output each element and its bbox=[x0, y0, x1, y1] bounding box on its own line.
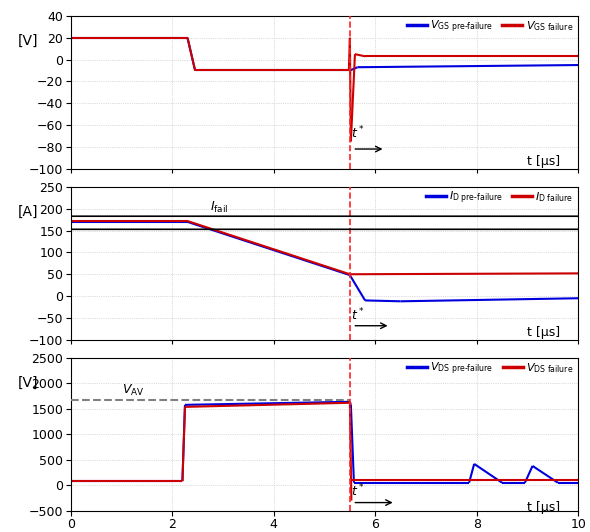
Text: [V]: [V] bbox=[17, 376, 38, 390]
Legend: $V_{\mathrm{GS\ pre\text{-}failure}}$, $V_{\mathrm{GS\ failure}}$: $V_{\mathrm{GS\ pre\text{-}failure}}$, $… bbox=[402, 14, 578, 39]
Text: $t^*$: $t^*$ bbox=[351, 483, 365, 500]
Text: $t^*$: $t^*$ bbox=[351, 306, 365, 323]
Text: t [μs]: t [μs] bbox=[527, 154, 560, 168]
Text: [A]: [A] bbox=[17, 205, 38, 219]
Text: t [μs]: t [μs] bbox=[527, 326, 560, 339]
Text: [V]: [V] bbox=[17, 34, 38, 48]
Text: $V_{\mathrm{AV}}$: $V_{\mathrm{AV}}$ bbox=[122, 383, 144, 398]
Legend: $V_{\mathrm{DS\ pre\text{-}failure}}$, $V_{\mathrm{DS\ failure}}$: $V_{\mathrm{DS\ pre\text{-}failure}}$, $… bbox=[403, 356, 578, 381]
Text: $I_{\mathrm{fail}}$: $I_{\mathrm{fail}}$ bbox=[211, 200, 228, 215]
Text: t [μs]: t [μs] bbox=[527, 501, 560, 514]
Text: $t^*$: $t^*$ bbox=[351, 125, 365, 142]
Legend: $I_{\mathrm{D\ pre\text{-}failure}}$, $I_{\mathrm{D\ failure}}$: $I_{\mathrm{D\ pre\text{-}failure}}$, $I… bbox=[421, 185, 578, 210]
